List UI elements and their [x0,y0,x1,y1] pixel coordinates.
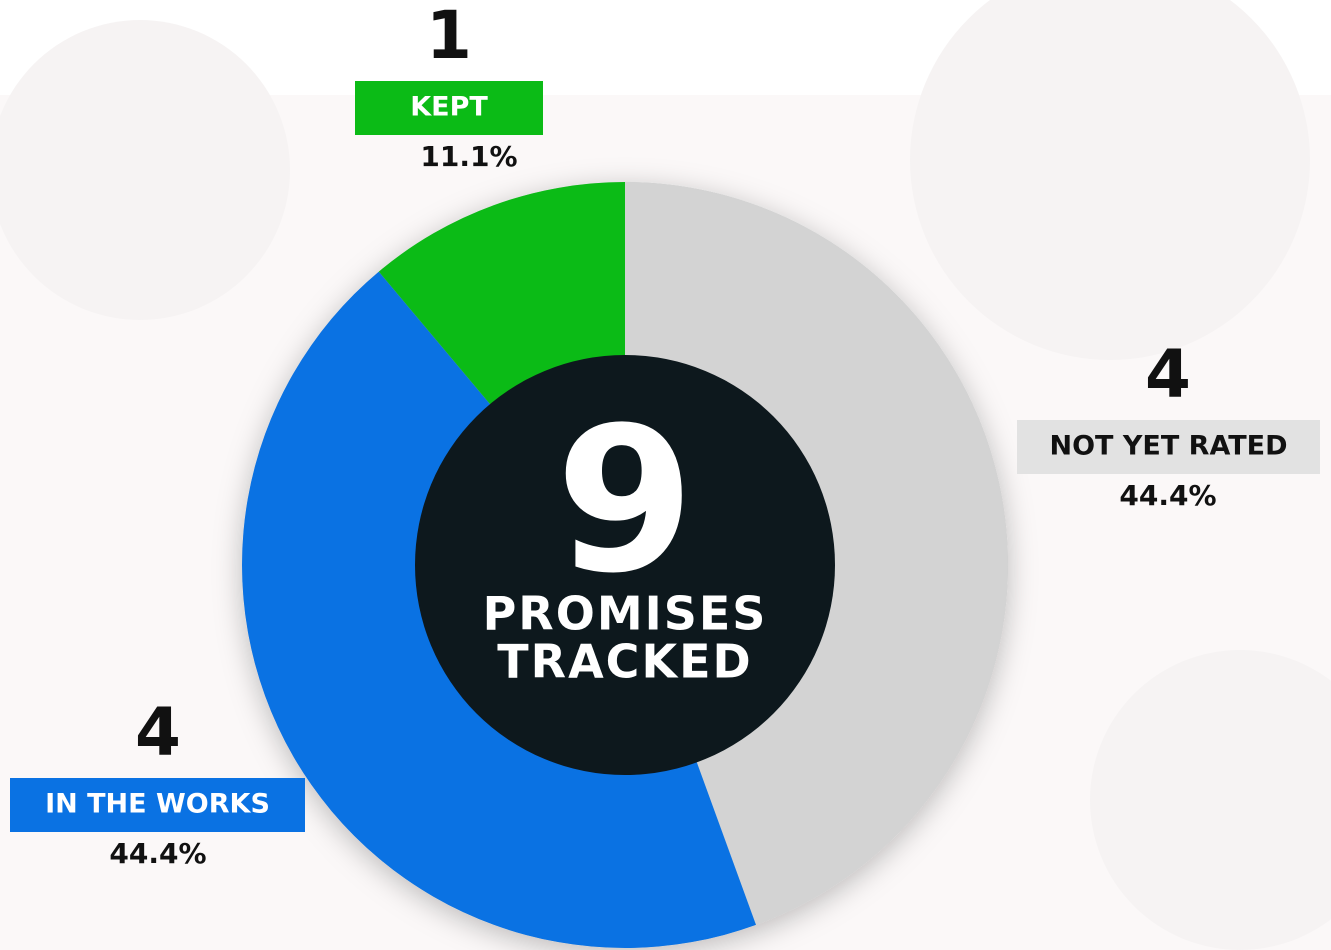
percent-label: 44.4% [109,837,206,870]
count-label: 1 [426,0,472,74]
total: 9 [555,385,694,618]
decor [910,0,1310,360]
category-label: NOT YET RATED [1049,431,1287,462]
decor [1090,650,1331,950]
label-box [355,81,543,135]
count-label: 4 [135,694,181,771]
count-label: 4 [1145,336,1191,413]
percent-label: 44.4% [1119,479,1216,512]
center-label: PROMISES [483,587,768,641]
center-disc [415,355,835,775]
label-box [10,778,305,832]
category-label: IN THE WORKS [45,789,270,820]
decor [0,20,290,320]
category-label: KEPT [410,92,488,123]
center-label: TRACKED [497,635,752,689]
label-box [1017,420,1320,474]
percent-label: 11.1% [420,140,517,173]
